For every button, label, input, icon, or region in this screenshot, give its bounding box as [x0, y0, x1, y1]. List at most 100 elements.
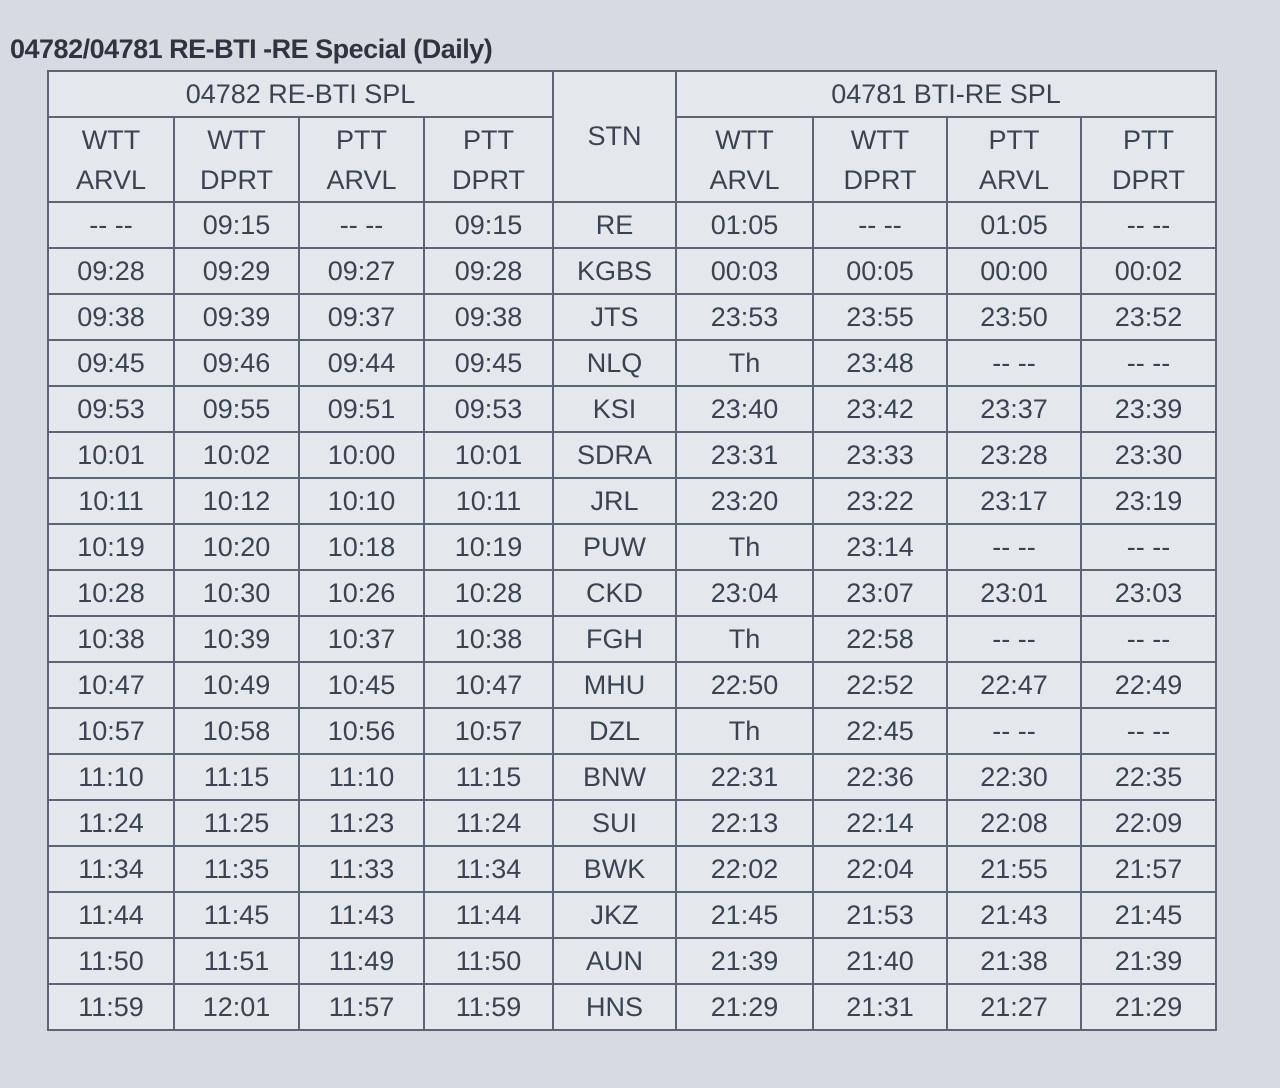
time-cell: 09:46: [173, 339, 300, 387]
time-cell: 10:19: [423, 523, 554, 571]
table-body: -- -- 09:15 -- -- 09:15 RE 01:05 -- -- 01:05 -- …: [47, 201, 1217, 1031]
time-cell: 01:05: [946, 201, 1082, 249]
station-cell: BWK: [552, 845, 677, 893]
time-cell: 21:39: [675, 937, 814, 985]
time-cell: 00:02: [1080, 247, 1217, 295]
time-cell: 10:19: [47, 523, 175, 571]
table-row: 11:59 12:01 11:57 11:59 HNS 21:29 21:31 21:27 21…: [47, 983, 1217, 1031]
time-cell: 21:29: [675, 983, 814, 1031]
time-cell: 23:48: [812, 339, 948, 387]
header-text: PTT ARVL: [326, 124, 397, 195]
column-header: PTT ARVL: [298, 116, 425, 203]
title: 04782/04781 RE-BTI -RE Special (Daily): [10, 34, 493, 64]
time-cell: 09:53: [423, 385, 554, 433]
column-header: PTT DPRT: [423, 116, 554, 203]
time-cell: 21:29: [1080, 983, 1217, 1031]
time-cell: 23:01: [946, 569, 1082, 617]
station-cell: FGH: [552, 615, 677, 663]
time-cell: 23:17: [946, 477, 1082, 525]
time-cell: 10:57: [423, 707, 554, 755]
time-cell: 10:38: [423, 615, 554, 663]
time-cell: 22:58: [812, 615, 948, 663]
table-row: 11:50 11:51 11:49 11:50 AUN 21:39 21:40 21:38 21…: [47, 937, 1217, 985]
time-cell: 22:49: [1080, 661, 1217, 709]
time-cell: 10:10: [298, 477, 425, 525]
column-header: WTT ARVL: [675, 116, 814, 203]
header-text: PTT ARVL: [978, 124, 1050, 195]
time-cell: -- --: [47, 201, 175, 249]
time-cell: -- --: [946, 523, 1082, 571]
header-text: WTT ARVL: [709, 124, 780, 195]
time-cell: 11:57: [298, 983, 425, 1031]
time-cell: -- --: [1080, 201, 1217, 249]
time-cell: 09:28: [423, 247, 554, 295]
table-row: 11:24 11:25 11:23 11:24 SUI 22:13 22:14 22:08 22…: [47, 799, 1217, 847]
time-cell: 11:35: [173, 845, 300, 893]
time-cell: 21:31: [812, 983, 948, 1031]
time-cell: 09:28: [47, 247, 175, 295]
time-cell: 21:43: [946, 891, 1082, 939]
time-cell: 23:22: [812, 477, 948, 525]
time-cell: 22:02: [675, 845, 814, 893]
time-cell: 11:10: [47, 753, 175, 801]
column-header: PTT ARVL: [946, 116, 1082, 203]
time-cell: 09:45: [47, 339, 175, 387]
time-cell: 09:38: [47, 293, 175, 341]
time-cell: 10:47: [423, 661, 554, 709]
time-cell: -- --: [1080, 615, 1217, 663]
time-cell: 23:20: [675, 477, 814, 525]
time-cell: 22:30: [946, 753, 1082, 801]
time-cell: 23:14: [812, 523, 948, 571]
time-cell: 09:15: [423, 201, 554, 249]
time-cell: 09:27: [298, 247, 425, 295]
time-cell: 21:40: [812, 937, 948, 985]
time-cell: 10:11: [423, 477, 554, 525]
time-cell: 23:04: [675, 569, 814, 617]
time-cell: 11:44: [423, 891, 554, 939]
time-cell: 22:13: [675, 799, 814, 847]
time-cell: 10:39: [173, 615, 300, 663]
time-cell: 11:10: [298, 753, 425, 801]
header-row: WTT ARVL WTT DPRT PTT ARVL PTT DPRT WTT …: [47, 116, 1217, 203]
time-cell: 01:05: [675, 201, 814, 249]
station-cell: PUW: [552, 523, 677, 571]
time-cell: Th: [675, 707, 814, 755]
station-cell: SDRA: [552, 431, 677, 479]
header-text: WTT ARVL: [75, 124, 147, 195]
time-cell: 10:49: [173, 661, 300, 709]
time-cell: 09:37: [298, 293, 425, 341]
time-cell: 10:18: [298, 523, 425, 571]
time-cell: 22:09: [1080, 799, 1217, 847]
column-header: WTT DPRT: [812, 116, 948, 203]
station-cell: JKZ: [552, 891, 677, 939]
time-cell: 21:38: [946, 937, 1082, 985]
time-cell: 00:05: [812, 247, 948, 295]
time-cell: 23:40: [675, 385, 814, 433]
table-row: -- -- 09:15 -- -- 09:15 RE 01:05 -- -- 01:05 -- …: [47, 201, 1217, 249]
time-cell: 22:35: [1080, 753, 1217, 801]
table-row: 09:38 09:39 09:37 09:38 JTS 23:53 23:55 23:50 23…: [47, 293, 1217, 341]
time-cell: 10:28: [47, 569, 175, 617]
time-cell: 09:44: [298, 339, 425, 387]
time-cell: 23:53: [675, 293, 814, 341]
station-cell: RE: [552, 201, 677, 249]
time-cell: 09:53: [47, 385, 175, 433]
time-cell: 21:39: [1080, 937, 1217, 985]
station-cell: SUI: [552, 799, 677, 847]
time-cell: 23:52: [1080, 293, 1217, 341]
time-cell: 11:59: [423, 983, 554, 1031]
timetable: 04782 RE-BTI SPL STN 04781 BTI-RE SPL WT…: [47, 70, 1217, 1031]
time-cell: 11:59: [47, 983, 175, 1031]
column-header: WTT DPRT: [173, 116, 300, 203]
time-cell: 22:04: [812, 845, 948, 893]
time-cell: 21:45: [675, 891, 814, 939]
time-cell: 21:45: [1080, 891, 1217, 939]
header-text: PTT DPRT: [451, 124, 525, 195]
header-text: WTT DPRT: [199, 124, 273, 195]
time-cell: 10:28: [423, 569, 554, 617]
time-cell: -- --: [1080, 707, 1217, 755]
time-cell: 11:34: [47, 845, 175, 893]
time-cell: 11:44: [47, 891, 175, 939]
time-cell: 11:25: [173, 799, 300, 847]
